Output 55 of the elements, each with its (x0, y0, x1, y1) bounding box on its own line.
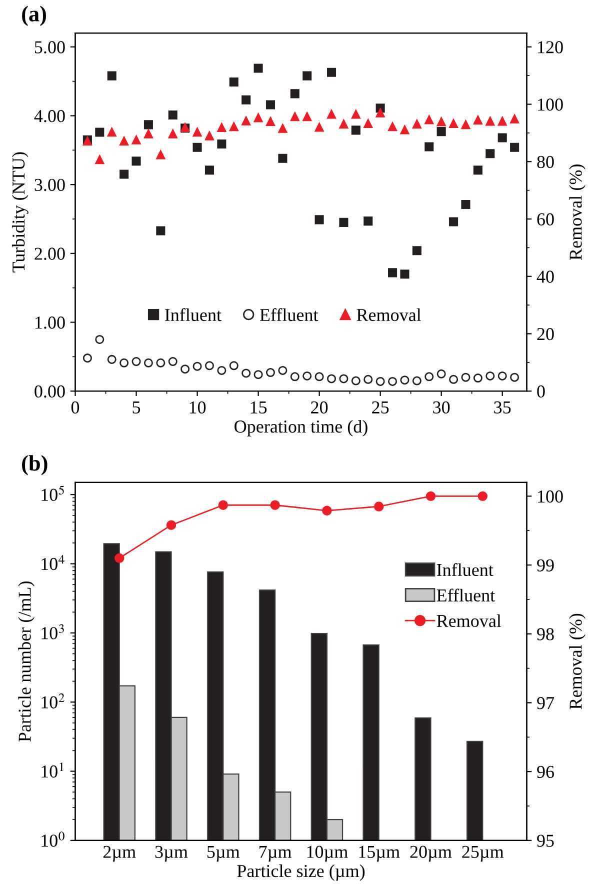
y2-tick-label: 120 (538, 41, 563, 54)
y2-tick-label: 98 (537, 628, 554, 640)
x-tick-label: 35 (494, 401, 511, 414)
y-tick-label: 10$^{2}$ (42, 693, 64, 708)
y-tick-label: 10$^{0}$ (42, 832, 64, 847)
y-tick-label: 0.00 (34, 385, 65, 398)
y-tick-label: 3.00 (34, 178, 65, 192)
x-tick-label: 10µm (307, 846, 348, 862)
y-tick-label: 1.00 (36, 316, 65, 329)
y2-tick-label: 99 (537, 559, 554, 572)
legend-label: Influent (165, 308, 222, 322)
y2-tick-label: 60 (537, 213, 554, 226)
y2-tick-label: 100 (538, 98, 563, 111)
x-tick-label: 5µm (207, 846, 240, 862)
x-tick-label: 2µm (103, 846, 136, 862)
y-tick-label: 2.00 (34, 248, 65, 260)
y2-tick-label: 97 (537, 697, 554, 710)
x-tick-label: 0 (71, 401, 80, 414)
legend-label: Removal (436, 614, 502, 628)
y2-tick-label: 0 (537, 385, 545, 398)
chart-title: (a) (22, 6, 46, 26)
legend-label: Effluent (260, 308, 318, 322)
chart-title: (b) (22, 455, 48, 476)
y2-axis-title: Removal (%) (569, 614, 586, 710)
y-axis-title: Turbidity (NTU) (12, 152, 28, 272)
y2-tick-label: 20 (537, 328, 554, 340)
y2-tick-label: 96 (537, 766, 554, 778)
y-tick-label: 10$^{1}$ (42, 762, 64, 778)
x-tick-label: 20 (311, 401, 328, 414)
y2-axis-title: Removal (%) (569, 164, 586, 260)
x-axis-title: Operation time (d) (234, 420, 368, 436)
y-tick-label: 5.00 (34, 41, 65, 54)
y2-tick-label: 80 (537, 156, 554, 168)
y-axis-title: Particle number (/mL) (18, 581, 35, 742)
legend-label: Effluent (436, 588, 496, 602)
x-tick-label: 25 (372, 401, 389, 414)
x-tick-label: 7µm (260, 846, 292, 862)
y2-tick-label: 95 (537, 834, 554, 847)
x-tick-label: 3µm (155, 846, 188, 862)
x-axis-title: Particle size (µm) (237, 864, 365, 881)
x-tick-label: 25µm (462, 846, 504, 862)
legend-label: Removal (356, 308, 422, 322)
x-tick-label: 15µm (359, 846, 400, 862)
y-tick-label: 4.00 (34, 110, 65, 122)
x-tick-label: 20µm (410, 846, 452, 862)
x-tick-label: 5 (132, 402, 140, 414)
x-tick-label: 15 (250, 401, 267, 414)
y-tick-label: 10$^{5}$ (42, 486, 64, 501)
y2-tick-label: 40 (536, 270, 554, 283)
y2-tick-label: 100 (538, 490, 563, 503)
x-tick-label: 10 (190, 401, 206, 414)
x-tick-label: 30 (433, 401, 450, 414)
legend-label: Influent (436, 563, 494, 576)
y-tick-label: 10$^{3}$ (42, 624, 64, 640)
y-tick-label: 10$^{4}$ (42, 555, 64, 570)
